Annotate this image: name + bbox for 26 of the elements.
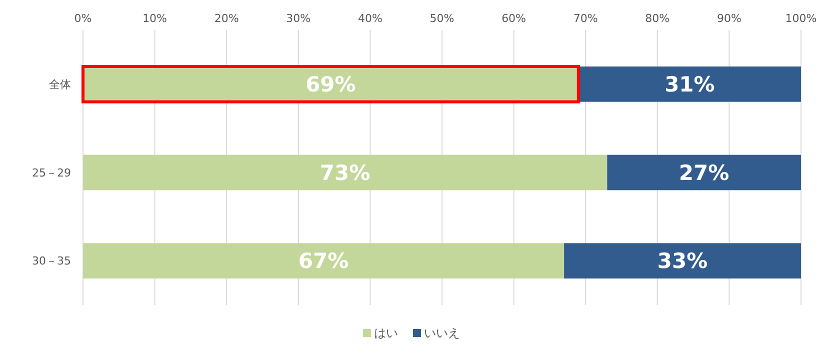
x-tick-label: 100% [785, 12, 817, 25]
legend-label: いいえ [424, 326, 460, 340]
legend-label: はい [374, 326, 398, 340]
x-tick-label: 90% [716, 12, 742, 25]
x-tick-label: 20% [214, 12, 239, 25]
bar [564, 243, 801, 278]
bar [607, 154, 801, 190]
x-tick-label: 10% [142, 12, 168, 25]
x-tick-label: 40% [358, 12, 382, 25]
x-tick-label: 50% [430, 12, 454, 25]
bar [83, 243, 564, 278]
data-label: 27% [678, 160, 730, 185]
x-tick-label: 60% [502, 12, 526, 25]
data-label: 33% [657, 249, 708, 274]
x-tick-label: 70% [573, 12, 598, 25]
data-label: 67% [298, 249, 349, 274]
y-tick-label: 30－35 [32, 254, 71, 268]
x-tick-label: 0% [74, 12, 92, 25]
y-tick-label: 25－29 [32, 166, 71, 180]
bar [83, 154, 608, 190]
x-tick-label: 30% [286, 12, 311, 25]
data-label: 69% [306, 72, 356, 97]
data-label: 31% [664, 72, 715, 97]
data-label: 73% [320, 160, 370, 185]
y-tick-label: 全体 [49, 78, 71, 92]
x-tick-label: 80% [645, 12, 670, 25]
